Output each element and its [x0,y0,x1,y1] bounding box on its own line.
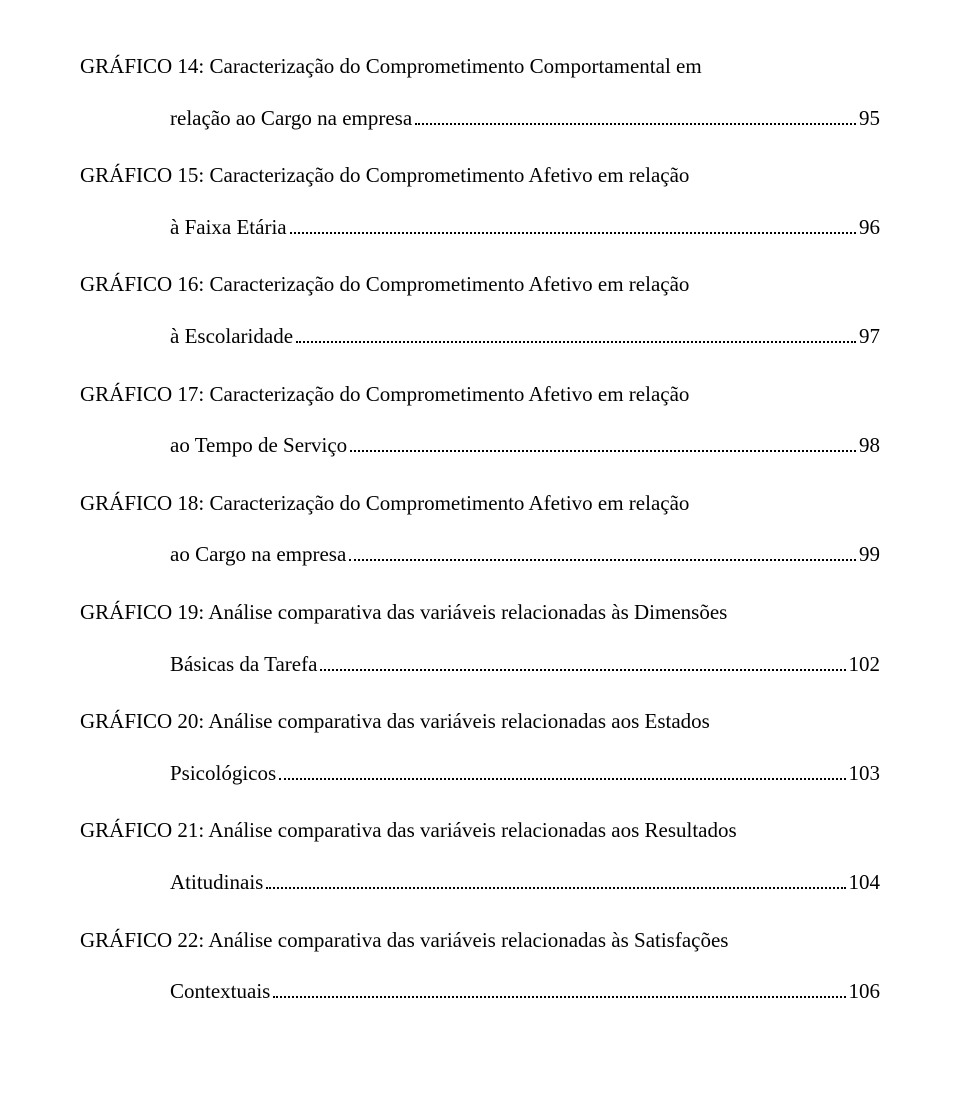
toc-entry-rest: Caracterização do Comprometimento Compor… [210,54,702,78]
toc-entry: GRÁFICO 20: Análise comparativa das vari… [80,705,880,790]
toc-entry-prefix: GRÁFICO 20: [80,709,208,733]
dot-leader [266,872,845,889]
toc-entry-subtext: ao Cargo na empresa [170,538,346,572]
toc-entry: GRÁFICO 18: Caracterização do Comprometi… [80,487,880,572]
toc-entry-rest: Caracterização do Comprometimento Afetiv… [210,163,690,187]
toc-entry-title: GRÁFICO 20: Análise comparativa das vari… [80,705,880,739]
toc-entry-prefix: GRÁFICO 18: [80,491,210,515]
toc-entry-page: 104 [849,866,881,900]
toc-entry-subtext: relação ao Cargo na empresa [170,102,412,136]
toc-entry-page: 106 [849,975,881,1009]
toc-entry-subtext: Psicológicos [170,757,276,791]
toc-entry-title: GRÁFICO 21: Análise comparativa das vari… [80,814,880,848]
toc-entry-rest: Análise comparativa das variáveis relaci… [208,709,709,733]
toc-entry: GRÁFICO 21: Análise comparativa das vari… [80,814,880,899]
toc-entry-title: GRÁFICO 19: Análise comparativa das vari… [80,596,880,630]
dot-leader [290,217,856,234]
toc-entry: GRÁFICO 19: Análise comparativa das vari… [80,596,880,681]
toc-entry-subtext: à Faixa Etária [170,211,287,245]
dot-leader [320,654,845,671]
toc-entry-title: GRÁFICO 17: Caracterização do Comprometi… [80,378,880,412]
toc-entry-page: 95 [859,102,880,136]
toc-entry-subline: Básicas da Tarefa 102 [80,648,880,682]
toc-entry-subline: à Escolaridade 97 [80,320,880,354]
toc-entry-page: 97 [859,320,880,354]
toc-entry: GRÁFICO 22: Análise comparativa das vari… [80,924,880,1009]
toc-entry-prefix: GRÁFICO 14: [80,54,210,78]
dot-leader [349,545,856,562]
toc-entry-subline: relação ao Cargo na empresa 95 [80,102,880,136]
toc-entry-subline: Psicológicos 103 [80,757,880,791]
toc-entry-rest: Análise comparativa das variáveis relaci… [208,600,727,624]
toc-entry-subline: ao Cargo na empresa 99 [80,538,880,572]
toc-entry-rest: Caracterização do Comprometimento Afetiv… [210,491,690,515]
dot-leader [279,763,845,780]
toc-entry-rest: Análise comparativa das variáveis relaci… [208,818,736,842]
toc-entry-subtext: ao Tempo de Serviço [170,429,347,463]
toc-entry: GRÁFICO 16: Caracterização do Comprometi… [80,268,880,353]
toc-entry-page: 96 [859,211,880,245]
toc-entry-title: GRÁFICO 15: Caracterização do Comprometi… [80,159,880,193]
toc-entry-subline: Atitudinais 104 [80,866,880,900]
toc-entry-subtext: Básicas da Tarefa [170,648,317,682]
toc-entry-page: 99 [859,538,880,572]
toc-entry-page: 98 [859,429,880,463]
toc-entry-subtext: Contextuais [170,975,270,1009]
toc-entry-rest: Caracterização do Comprometimento Afetiv… [210,382,690,406]
toc-entry-subline: Contextuais 106 [80,975,880,1009]
toc-entry-subline: à Faixa Etária 96 [80,211,880,245]
dot-leader [296,326,856,343]
toc-entry-rest: Análise comparativa das variáveis relaci… [208,928,728,952]
dot-leader [415,108,856,125]
toc-entry-subtext: à Escolaridade [170,320,293,354]
toc-entry-prefix: GRÁFICO 15: [80,163,210,187]
toc-entry-title: GRÁFICO 16: Caracterização do Comprometi… [80,268,880,302]
toc-entry-subline: ao Tempo de Serviço 98 [80,429,880,463]
toc-entry-prefix: GRÁFICO 21: [80,818,208,842]
toc-entry-title: GRÁFICO 14: Caracterização do Comprometi… [80,50,880,84]
toc-entry-title: GRÁFICO 18: Caracterização do Comprometi… [80,487,880,521]
toc-entry: GRÁFICO 15: Caracterização do Comprometi… [80,159,880,244]
toc-page: GRÁFICO 14: Caracterização do Comprometi… [0,0,960,1083]
dot-leader [273,981,845,998]
dot-leader [350,435,856,452]
toc-entry-page: 103 [849,757,881,791]
toc-entry-title: GRÁFICO 22: Análise comparativa das vari… [80,924,880,958]
toc-entry-subtext: Atitudinais [170,866,263,900]
toc-entry-page: 102 [849,648,881,682]
toc-entry-rest: Caracterização do Comprometimento Afetiv… [210,272,690,296]
toc-entry-prefix: GRÁFICO 19: [80,600,208,624]
toc-entry: GRÁFICO 14: Caracterização do Comprometi… [80,50,880,135]
toc-entry-prefix: GRÁFICO 22: [80,928,208,952]
toc-entry-prefix: GRÁFICO 16: [80,272,210,296]
toc-entry: GRÁFICO 17: Caracterização do Comprometi… [80,378,880,463]
toc-entry-prefix: GRÁFICO 17: [80,382,210,406]
